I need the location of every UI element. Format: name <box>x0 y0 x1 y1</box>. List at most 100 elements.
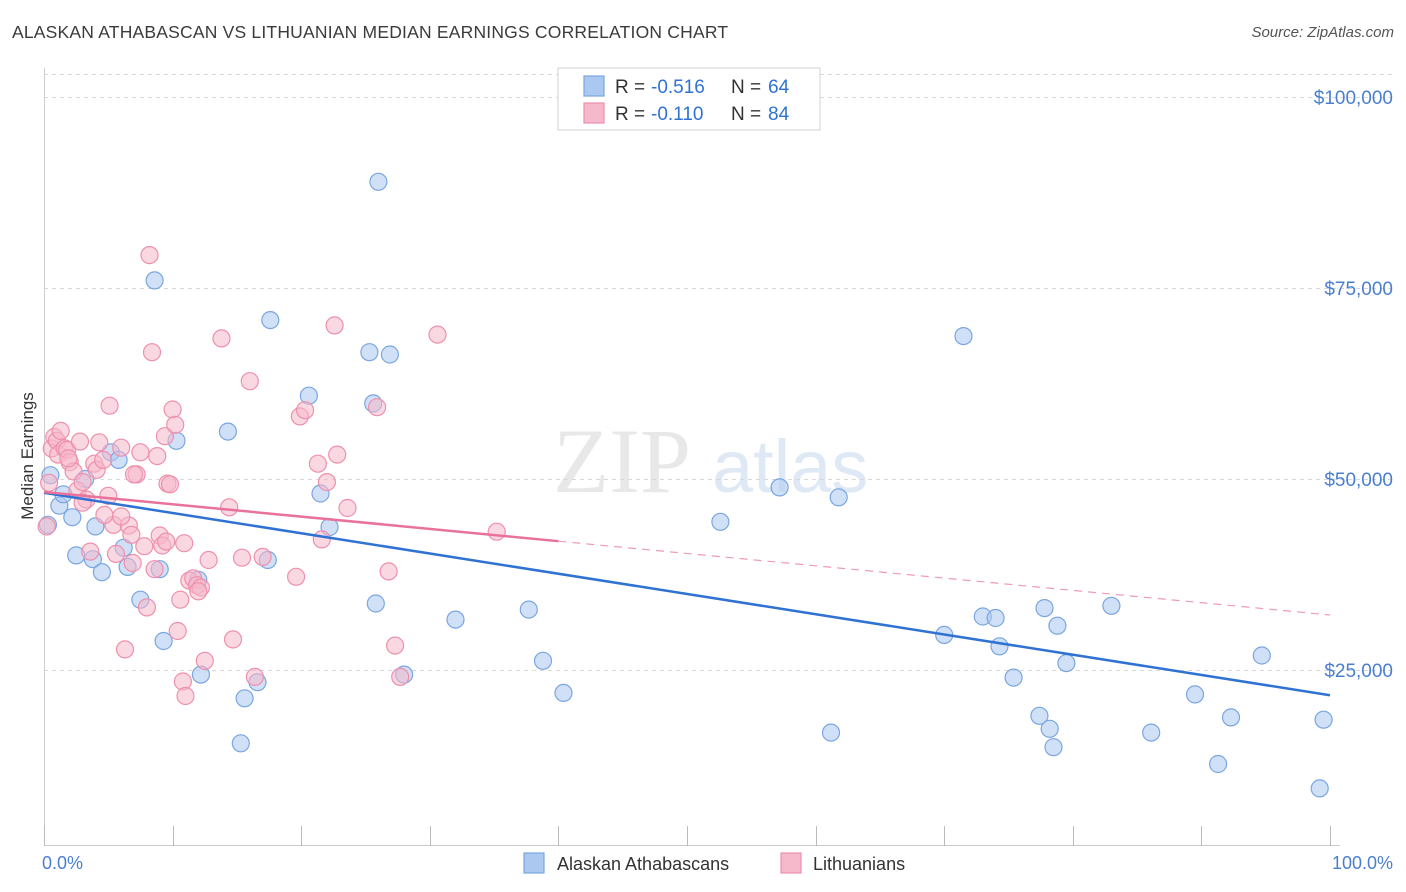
data-point-athabascan <box>711 512 730 531</box>
x-tick-label-start: 0.0% <box>42 853 83 873</box>
data-point-lithuanian <box>312 530 331 549</box>
data-point-athabascan <box>145 271 164 290</box>
data-point-athabascan <box>218 422 237 441</box>
data-point-athabascan <box>1004 668 1023 687</box>
stats-legend-r-label-1: R = <box>615 77 650 98</box>
data-point-athabascan <box>986 608 1005 628</box>
data-point-lithuanian <box>148 447 167 466</box>
x-axis-ticks <box>44 826 1331 846</box>
watermark: ZIP atlas <box>553 410 868 512</box>
series-layer <box>37 172 1333 798</box>
data-point-lithuanian <box>137 598 156 617</box>
data-point-lithuanian <box>199 550 218 570</box>
data-point-lithuanian <box>253 547 272 567</box>
axes <box>44 68 1340 846</box>
data-point-athabascan <box>1035 598 1054 618</box>
data-point-lithuanian <box>157 532 176 551</box>
data-point-lithuanian <box>166 415 185 434</box>
data-point-lithuanian <box>220 498 239 517</box>
trend-line-extension-lithuanian <box>558 540 1331 616</box>
data-point-athabascan <box>1044 738 1063 757</box>
data-point-athabascan <box>1185 685 1205 704</box>
stats-legend-swatch-blue <box>583 75 605 97</box>
data-point-lithuanian <box>100 396 119 415</box>
series-legend-swatch-blue <box>523 852 545 874</box>
data-point-lithuanian <box>112 507 131 526</box>
data-point-lithuanian <box>212 329 231 348</box>
y-tick-label: $75,000 <box>1324 279 1393 300</box>
data-point-athabascan <box>829 488 848 507</box>
data-point-lithuanian <box>135 537 154 556</box>
data-point-lithuanian <box>37 517 56 536</box>
data-point-lithuanian <box>168 621 187 641</box>
stats-legend-n-label-1: N = <box>731 77 766 98</box>
data-point-lithuanian <box>195 651 214 670</box>
data-point-lithuanian <box>391 667 410 687</box>
data-point-lithuanian <box>99 486 118 505</box>
data-point-lithuanian <box>39 473 59 492</box>
data-point-lithuanian <box>287 567 306 586</box>
data-point-lithuanian <box>124 465 144 484</box>
data-point-lithuanian <box>81 542 100 561</box>
data-point-lithuanian <box>189 582 208 601</box>
data-point-athabascan <box>1102 596 1121 615</box>
data-point-lithuanian <box>223 630 243 649</box>
stats-legend-n-value-2: 84 <box>768 104 790 125</box>
data-point-lithuanian <box>90 433 109 452</box>
stats-legend-n-label-2: N = <box>731 104 766 125</box>
y-axis-tick-labels: $100,000 $75,000 $50,000 $25,000 <box>1314 88 1393 682</box>
data-point-lithuanian <box>245 667 264 687</box>
data-point-athabascan <box>231 734 250 753</box>
data-point-lithuanian <box>122 525 141 544</box>
data-point-athabascan <box>380 345 399 364</box>
data-point-lithuanian <box>73 473 92 492</box>
y-tick-label: $50,000 <box>1324 470 1393 491</box>
stats-legend-r-value-1: -0.516 <box>651 77 705 98</box>
data-point-athabascan <box>554 683 573 703</box>
data-point-lithuanian <box>308 454 327 473</box>
data-point-athabascan <box>235 689 254 708</box>
y-axis-label: Median Earnings <box>18 392 37 520</box>
data-point-athabascan <box>261 311 280 330</box>
watermark-zip: ZIP <box>553 410 691 512</box>
data-point-athabascan <box>1252 646 1271 665</box>
data-point-lithuanian <box>379 562 398 581</box>
series-legend-swatch-pink <box>780 852 802 874</box>
grid-lines <box>44 74 1392 671</box>
source-credit: Source: ZipAtlas.com <box>1251 24 1394 41</box>
data-point-athabascan <box>369 172 388 191</box>
data-point-athabascan <box>1040 719 1059 738</box>
data-point-lithuanian <box>160 475 180 494</box>
data-point-lithuanian <box>317 473 336 492</box>
stats-legend-r-value-2: -0.110 <box>651 104 703 125</box>
data-point-athabascan <box>92 563 112 582</box>
data-point-athabascan <box>821 723 841 742</box>
data-point-lithuanian <box>232 548 252 567</box>
series-legend: Alaskan Athabascans Lithuanians <box>523 852 905 874</box>
data-point-lithuanian <box>163 400 182 419</box>
data-point-lithuanian <box>368 398 387 417</box>
series-legend-label-pink: Lithuanians <box>813 854 905 874</box>
data-point-lithuanian <box>487 522 506 541</box>
data-point-athabascan <box>1057 653 1076 673</box>
data-point-athabascan <box>63 508 82 527</box>
data-point-athabascan <box>1030 706 1049 725</box>
data-point-lithuanian <box>145 560 164 579</box>
y-tick-label: $25,000 <box>1324 661 1393 682</box>
data-point-athabascan <box>954 327 973 346</box>
data-point-athabascan <box>770 478 789 497</box>
data-point-lithuanian <box>115 640 135 659</box>
chart-title: ALASKAN ATHABASCAN VS LITHUANIAN MEDIAN … <box>12 22 729 42</box>
data-point-lithuanian <box>59 449 78 468</box>
data-point-lithuanian <box>94 450 113 469</box>
data-point-lithuanian <box>176 686 195 706</box>
data-point-athabascan <box>360 343 379 362</box>
series-athabascan <box>38 172 1333 798</box>
trend-line-lithuanian <box>43 490 559 543</box>
trend-line-athabascan <box>43 491 1331 697</box>
data-point-athabascan <box>1208 754 1228 774</box>
data-point-athabascan <box>1310 779 1329 798</box>
data-point-lithuanian <box>338 498 357 518</box>
data-point-athabascan <box>990 637 1009 656</box>
